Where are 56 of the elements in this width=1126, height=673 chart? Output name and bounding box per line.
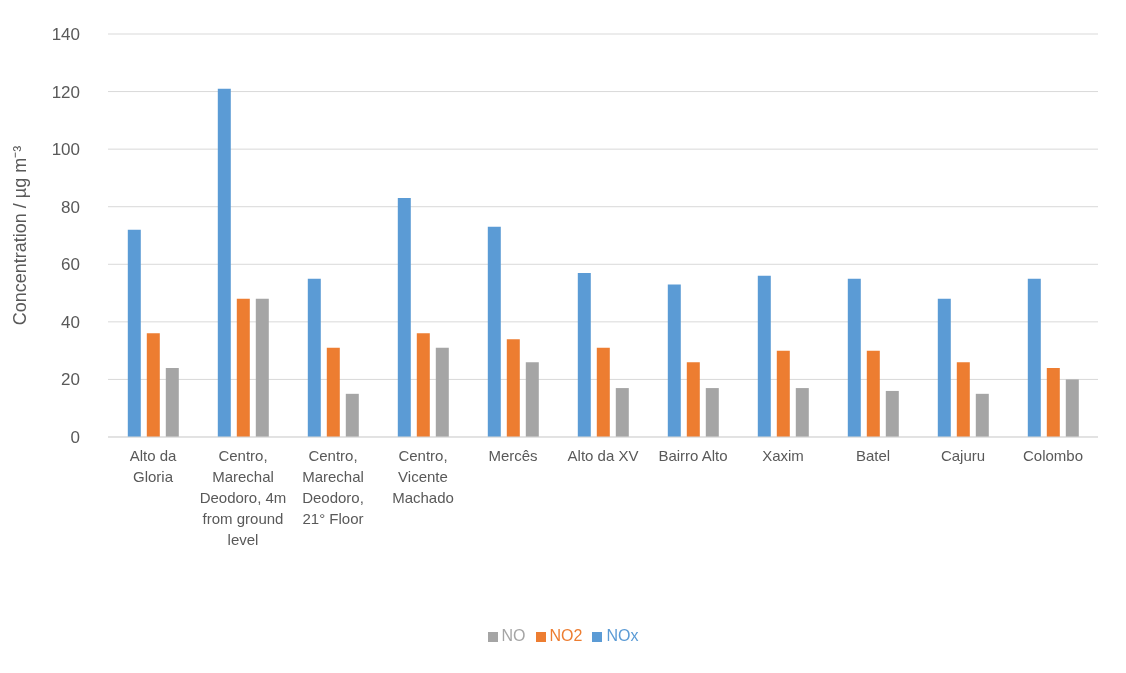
bar <box>577 272 591 437</box>
x-tick-label: Bairro Alto <box>658 447 728 464</box>
x-tick-label: Centro, Marechal Deodoro, 4m from ground level <box>199 447 287 548</box>
y-tick-label: 140 <box>51 25 80 45</box>
bar <box>487 226 501 437</box>
bar <box>705 388 719 437</box>
bar <box>1027 278 1041 437</box>
y-tick-label: 0 <box>70 428 80 448</box>
bar <box>307 278 321 437</box>
x-tick-label: Colombo <box>1022 447 1084 464</box>
x-tick-label: Xaxim <box>762 447 804 464</box>
bar <box>596 347 610 437</box>
bar <box>667 284 681 437</box>
bar <box>885 390 899 437</box>
bar <box>847 278 861 437</box>
x-tick-label: Alto da XV <box>567 447 639 464</box>
x-tick-label: Centro, Marechal Deodoro, 21° Floor <box>302 447 364 527</box>
bar <box>776 350 790 437</box>
bar <box>686 362 700 437</box>
y-axis-title: Concentration / µg m⁻³ <box>10 145 31 326</box>
x-tick-label: Mercês <box>488 447 538 464</box>
bar <box>757 275 771 437</box>
bar <box>956 362 970 437</box>
y-tick-label: 60 <box>61 255 80 275</box>
y-tick-label: 80 <box>61 197 80 217</box>
y-tick-label: 100 <box>51 140 80 160</box>
bar <box>146 333 160 437</box>
bar <box>506 339 520 437</box>
bar <box>1065 379 1079 437</box>
bar <box>255 298 269 437</box>
y-tick-label: 40 <box>61 312 80 332</box>
y-tick-label: 20 <box>61 370 80 390</box>
bar <box>795 388 809 437</box>
bar <box>165 367 179 437</box>
legend-label: NO <box>501 627 526 644</box>
y-tick-label: 120 <box>51 82 80 102</box>
bar <box>435 347 449 437</box>
x-tick-label: Cajuru <box>940 447 986 464</box>
bar <box>975 393 989 437</box>
bar <box>866 350 880 437</box>
bar <box>345 393 359 437</box>
x-tick-label: Alto da Gloria <box>129 447 178 485</box>
x-tick-label: Centro, Vicente Machado <box>392 447 454 506</box>
legend-label: NO2 <box>549 627 583 644</box>
bar <box>615 388 629 437</box>
bar <box>525 362 539 437</box>
bar <box>1046 367 1060 437</box>
bar <box>416 333 430 437</box>
bar <box>236 298 250 437</box>
legend-label: NOx <box>606 627 639 644</box>
bar <box>326 347 340 437</box>
bar <box>397 198 411 437</box>
bar <box>127 229 141 437</box>
x-tick-label: Batel <box>855 447 891 464</box>
bar <box>937 298 951 437</box>
bar <box>217 88 231 437</box>
